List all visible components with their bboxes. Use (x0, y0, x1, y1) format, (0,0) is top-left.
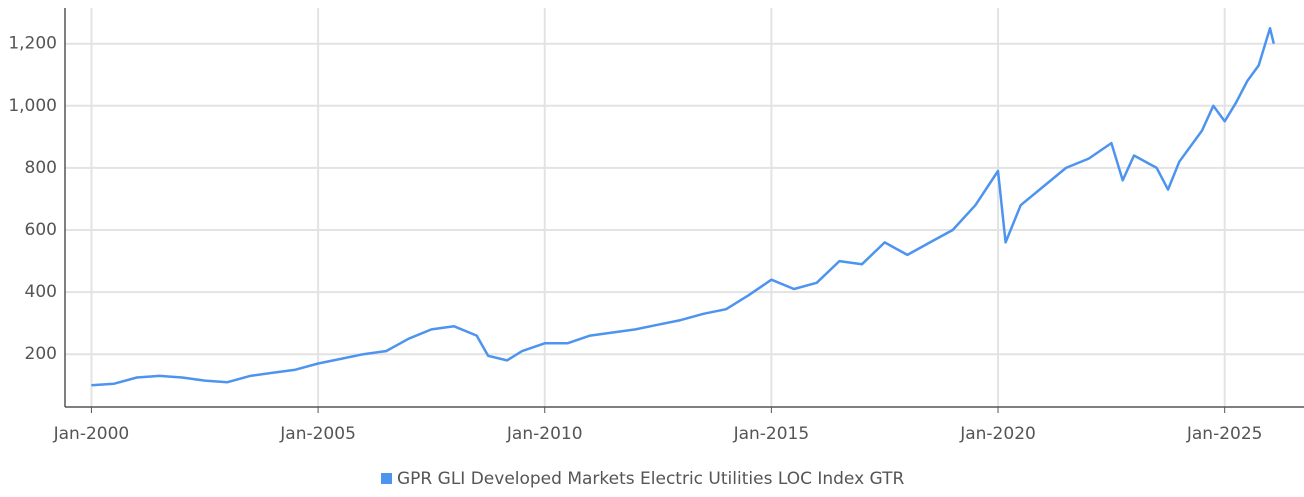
y-tick-label: 600 (25, 220, 57, 240)
x-tick-label: Jan-2020 (959, 424, 1036, 444)
legend-swatch (381, 473, 392, 484)
x-tick-label: Jan-2000 (53, 424, 130, 444)
x-tick-label: Jan-2015 (733, 424, 810, 444)
line-series (91, 26, 1276, 387)
y-tick-label: 1,000 (8, 96, 57, 116)
y-tick-label: 1,200 (8, 34, 57, 54)
x-tick-label: Jan-2005 (279, 424, 356, 444)
y-tick-label: 400 (25, 282, 57, 302)
x-tick-label: Jan-2010 (506, 424, 583, 444)
legend-label: GPR GLI Developed Markets Electric Utili… (397, 469, 904, 489)
y-tick-label: 800 (25, 158, 57, 178)
x-tick-label: Jan-2025 (1186, 424, 1263, 444)
y-tick-label: 200 (25, 344, 57, 364)
